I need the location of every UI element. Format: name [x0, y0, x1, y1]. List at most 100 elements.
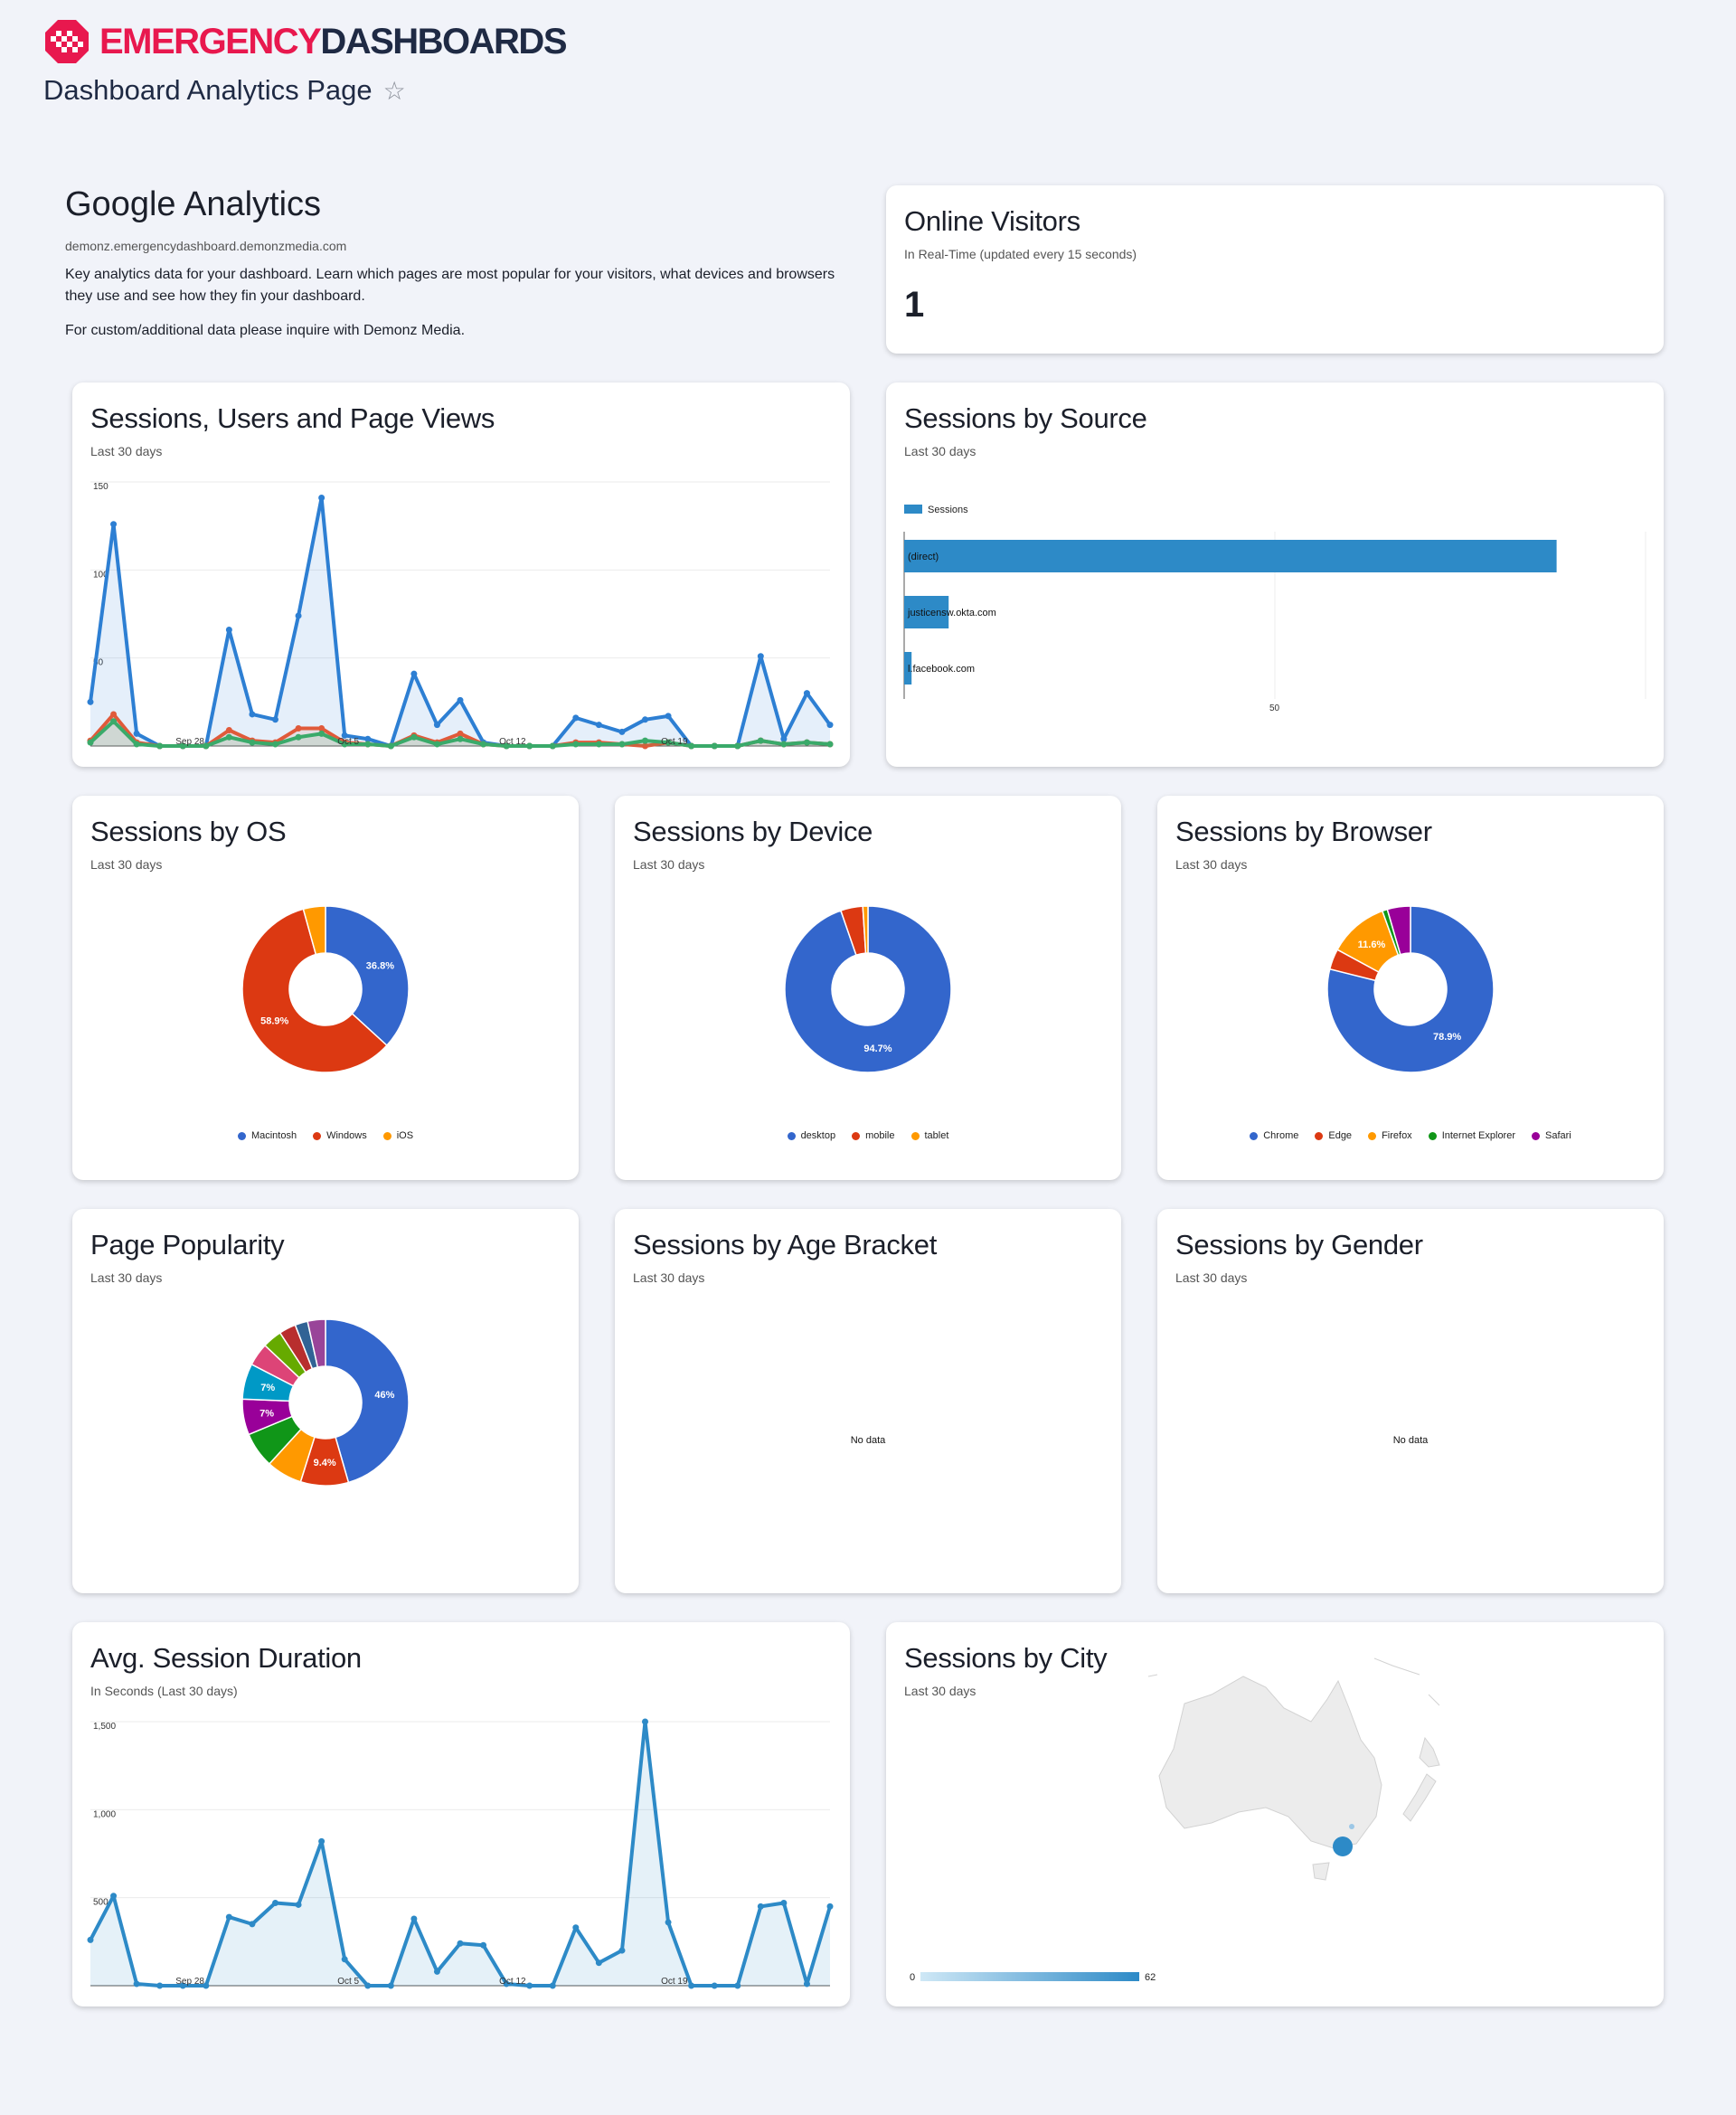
data-point [780, 1900, 788, 1907]
data-point [410, 670, 418, 677]
legend-dot-icon [313, 1131, 322, 1140]
y-tick-label: 1,500 [93, 1722, 116, 1732]
data-point [549, 1982, 556, 1989]
card-title: Sessions by OS [90, 816, 287, 847]
sessions-by-source-bar-chart[interactable]: Sessions (direct) justicensw.okta.com l.fac… [886, 382, 1664, 767]
data-point [249, 1921, 256, 1928]
legend-label: Chrome [1263, 1130, 1299, 1141]
os-donut-chart[interactable]: 36.8% 58.9% [72, 796, 579, 1180]
bar-label: (direct) [908, 552, 939, 562]
card-title: Avg. Session Duration [90, 1642, 362, 1674]
city-bubble-small[interactable] [1349, 1824, 1354, 1829]
x-tick-label: Oct 5 [337, 737, 359, 747]
data-point [225, 726, 232, 733]
page-title: Dashboard Analytics Page ☆ [43, 74, 406, 106]
data-point [433, 741, 440, 748]
data-point [133, 741, 140, 748]
slice-label: 11.6% [1358, 939, 1386, 950]
avg-session-duration-card: Avg. Session Duration In Seconds (Last 3… [72, 1622, 850, 2006]
data-point [618, 741, 626, 748]
legend-item[interactable]: desktop [787, 1130, 835, 1141]
legend-item[interactable]: Firefox [1368, 1130, 1412, 1141]
city-color-scale [920, 1972, 1139, 1981]
city-bubble-sydney[interactable] [1333, 1836, 1353, 1856]
x-tick-label: 50 [1269, 703, 1280, 713]
legend-dot-icon [787, 1131, 796, 1140]
sessions-by-city-map[interactable]: 0 62 [886, 1622, 1664, 2006]
header: EMERGENCYDASHBOARDS Dashboard Analytics … [43, 18, 567, 107]
legend-label: Windows [326, 1130, 367, 1141]
legend-item[interactable]: tablet [910, 1130, 948, 1141]
slice-label: 7% [260, 1383, 275, 1393]
legend-item[interactable]: Macintosh [237, 1130, 297, 1141]
data-point [410, 733, 418, 741]
data-point [133, 730, 140, 737]
card-subtitle: Last 30 days [904, 1684, 976, 1698]
legend-label: Edge [1328, 1130, 1353, 1141]
city-scale-min: 0 [910, 1972, 915, 1983]
data-point [595, 1959, 602, 1967]
sessions-line-chart[interactable]: 50 100 150 Sep 28 Oct 5 Oct 12 Oct 19 [72, 382, 850, 767]
data-point [295, 612, 302, 619]
data-point [572, 741, 580, 748]
device-donut-chart[interactable]: 94.7% [615, 796, 1121, 1180]
data-point [295, 733, 302, 741]
legend-item[interactable]: Chrome [1250, 1130, 1298, 1141]
legend-item[interactable]: Safari [1532, 1130, 1571, 1141]
card-title: Online Visitors [904, 205, 1080, 237]
y-tick-label: 50 [93, 658, 104, 668]
intro-description: Key analytics data for your dashboard. L… [65, 267, 835, 304]
legend-item[interactable]: Windows [313, 1130, 367, 1141]
slice-label: 9.4% [314, 1458, 336, 1468]
card-subtitle: Last 30 days [90, 1270, 163, 1285]
avg-session-duration-chart[interactable]: 500 1,000 1,500 Sep 28 Oct 5 Oct 12 Oct 19 [72, 1622, 850, 2006]
card-subtitle: Last 30 days [633, 1270, 705, 1285]
legend-label: Firefox [1382, 1130, 1412, 1141]
data-point [826, 741, 834, 748]
data-point [642, 742, 648, 750]
legend-item[interactable]: Internet Explorer [1428, 1130, 1515, 1141]
logo[interactable]: EMERGENCYDASHBOARDS [43, 18, 567, 65]
data-point [341, 741, 348, 748]
legend-dot-icon [1315, 1131, 1324, 1140]
favorite-star-icon[interactable]: ☆ [382, 76, 406, 105]
y-tick-label: 500 [93, 1898, 108, 1908]
card-title: Sessions by Device [633, 816, 873, 847]
bar [904, 540, 1557, 572]
legend-item[interactable]: iOS [382, 1130, 413, 1141]
x-tick-label: Oct 5 [337, 1977, 359, 1987]
series-area [90, 497, 830, 746]
x-tick-label: Sep 28 [175, 1977, 204, 1987]
legend-item[interactable]: mobile [852, 1130, 895, 1141]
data-point [665, 1919, 672, 1926]
data-point [433, 1968, 440, 1975]
x-tick-label: Oct 19 [661, 1977, 688, 1987]
bar [904, 596, 949, 628]
legend-dot-icon [1428, 1131, 1437, 1140]
data-point [803, 739, 810, 746]
slice-label: 94.7% [863, 1043, 892, 1054]
data-point [203, 1982, 210, 1989]
data-point [272, 1900, 278, 1907]
browser-donut-chart[interactable]: 78.9% 11.6% [1157, 796, 1664, 1180]
data-point [826, 1903, 834, 1910]
card-subtitle: Last 30 days [90, 444, 163, 458]
data-point [642, 1718, 648, 1725]
page-popularity-donut-chart[interactable]: 46% 9.4% 7% 7% [72, 1209, 579, 1593]
data-point [757, 1903, 764, 1910]
y-tick-label: 1,000 [93, 1809, 116, 1819]
data-point [572, 1924, 580, 1931]
no-data-message: No data [850, 1435, 886, 1446]
donut-slice [307, 1318, 326, 1368]
bar-label: justicensw.okta.com [907, 608, 996, 618]
data-point [503, 1980, 510, 1988]
os-legend: Macintosh Windows iOS [72, 1130, 579, 1141]
data-point [364, 741, 372, 748]
data-point [595, 741, 602, 748]
legend-item[interactable]: Edge [1315, 1130, 1352, 1141]
data-point [156, 1982, 164, 1989]
donut-slice [1326, 905, 1495, 1073]
x-tick-label: Oct 12 [499, 1977, 526, 1987]
data-point [364, 735, 372, 742]
donut-slice [784, 905, 952, 1073]
